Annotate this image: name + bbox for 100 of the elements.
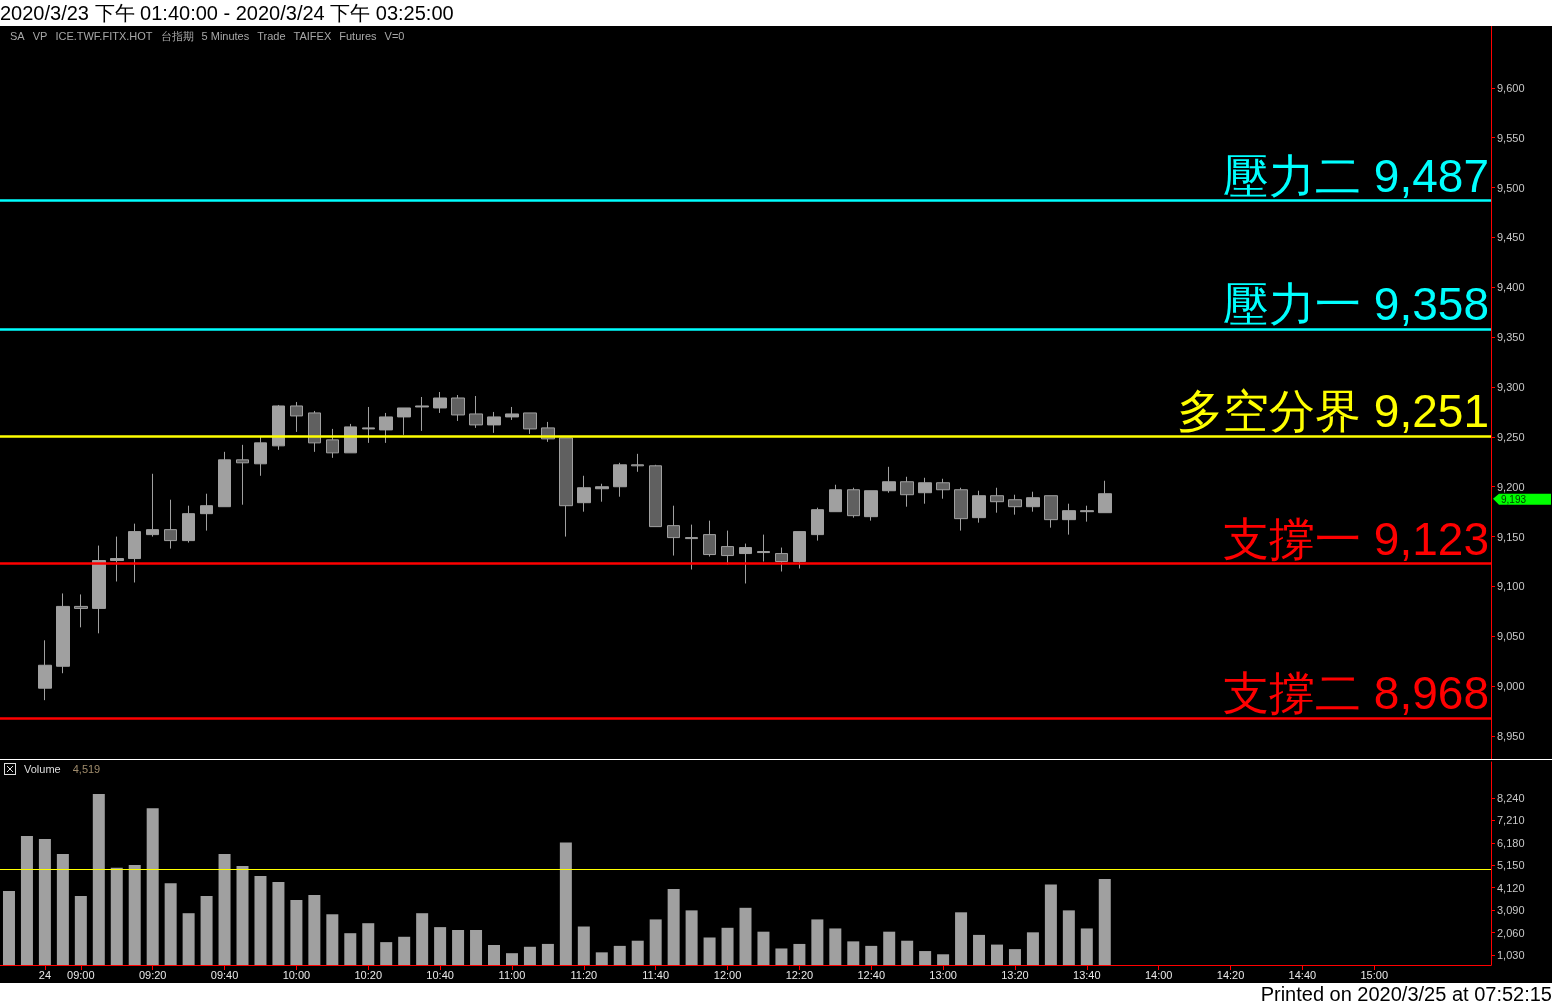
y-tick-label: 9,050: [1497, 630, 1525, 643]
y-tick-label: 9,100: [1497, 580, 1525, 593]
ref-line-label: 壓力一 9,358: [1223, 278, 1489, 331]
candlestick: [775, 547, 788, 573]
candlestick: [92, 545, 106, 634]
x-tick-label: 10:00: [282, 968, 311, 981]
x-tick-label: 11:40: [642, 968, 670, 981]
candlestick: [918, 477, 932, 505]
x-tick-label: 24: [38, 968, 52, 981]
candlestick: [703, 520, 716, 558]
y-tick-label: 9,250: [1497, 430, 1525, 443]
candlestick: [1062, 503, 1076, 536]
candlestick: [469, 395, 483, 429]
y-tick-label: 9,000: [1497, 680, 1525, 693]
candlestick: [523, 412, 537, 435]
candlestick: [505, 406, 519, 421]
candlestick: [74, 593, 88, 628]
y-tick-label: 9,150: [1497, 530, 1525, 543]
y-tick-label: 4,120: [1497, 881, 1525, 894]
y-tick-label: 9,200: [1497, 480, 1525, 493]
candlestick: [200, 493, 213, 532]
x-tick-label: 09:00: [67, 968, 95, 981]
candlestick: [667, 505, 680, 557]
annotation: VP: [32, 30, 48, 42]
y-tick-label: 8,950: [1497, 730, 1525, 743]
x-tick-label: 13:20: [1001, 968, 1029, 981]
y-tick-label: 9,450: [1497, 231, 1525, 244]
x-tick-label: 09:40: [210, 968, 239, 981]
candlestick: [649, 464, 662, 528]
y-tick-label: 8,240: [1497, 791, 1525, 804]
y-tick-label: 9,500: [1497, 181, 1525, 194]
annotation: SA: [10, 30, 25, 42]
x-tick-label: 15:00: [1360, 968, 1388, 981]
candlestick: [38, 639, 52, 701]
candlestick: [757, 534, 770, 563]
candlestick: [577, 475, 591, 513]
candlestick: [739, 543, 752, 584]
x-tick-label: 12:00: [713, 968, 742, 981]
y-tick-label: 9,400: [1497, 281, 1525, 294]
candlestick: [290, 401, 303, 433]
candlestick: [936, 478, 950, 500]
x-tick-label: 10:40: [426, 968, 454, 981]
candlestick: [847, 487, 860, 519]
candlestick: [254, 436, 267, 477]
candlestick: [308, 410, 321, 453]
y-tick-label: 2,060: [1497, 926, 1525, 939]
candlestick: [1044, 495, 1058, 529]
x-tick-label: 12:20: [785, 968, 814, 981]
annotation: 4,519: [72, 763, 101, 775]
candlestick: [128, 523, 141, 583]
candlestick: [272, 404, 285, 451]
y-tick-label: 7,210: [1497, 814, 1525, 827]
candlestick: [182, 505, 195, 544]
candlestick: [379, 412, 393, 444]
x-tick-label: 14:40: [1288, 968, 1317, 981]
candlestick: [110, 536, 124, 582]
candlestick: [451, 394, 465, 422]
x-tick-label: 12:40: [857, 968, 886, 981]
candlestick: [1008, 494, 1022, 516]
candlestick: [972, 490, 986, 524]
candlestick: [433, 391, 447, 414]
x-tick-label: 13:40: [1073, 968, 1101, 981]
annotation: Trade: [257, 30, 286, 42]
annotation: TAIFEX: [293, 30, 332, 42]
candlestick: [164, 499, 177, 550]
candlestick: [631, 453, 644, 473]
candlestick: [326, 428, 339, 459]
candlestick: [236, 444, 249, 506]
y-tick-label: 5,150: [1497, 859, 1525, 872]
chart-title: Volume: [24, 763, 61, 775]
candlestick: [415, 396, 429, 432]
y-tick-label: 9,550: [1497, 131, 1525, 144]
x-tick-label: 14:00: [1144, 968, 1173, 981]
chart-title: 2020/3/23 下午 01:40:00 - 2020/3/24 下午 03:25:00: [0, 1, 454, 26]
annotation: ICE.TWF.FITX.HOT: [55, 30, 153, 42]
candlestick: [397, 407, 411, 436]
x-tick-label: 14:20: [1216, 968, 1245, 981]
ref-line-label: 支撐二 8,968: [1223, 667, 1489, 720]
annotation: 5 Minutes: [201, 30, 250, 42]
x-tick-label: 11:00: [498, 968, 526, 981]
candlestick: [1026, 491, 1040, 513]
annotation: 台指期: [160, 30, 194, 42]
y-tick-label: 9,350: [1497, 331, 1525, 344]
ref-line-label: 多空分界 9,251: [1177, 384, 1489, 437]
candlestick: [811, 507, 824, 542]
y-tick-label: 9,300: [1497, 381, 1525, 394]
y-tick-label: 9,600: [1497, 81, 1525, 94]
candlestick: [829, 484, 842, 513]
candlestick: [559, 437, 573, 538]
annotation: V=0: [384, 30, 405, 42]
candlestick: [1080, 505, 1094, 523]
y-tick-label: 3,090: [1497, 904, 1525, 917]
candlestick: [487, 411, 501, 434]
candlestick: [362, 406, 375, 444]
candlestick: [990, 487, 1004, 514]
text: 9,193: [1501, 494, 1527, 506]
x-tick-label: 09:20: [138, 968, 167, 981]
candlestick: [954, 487, 968, 532]
x-tick-label: 10:20: [354, 968, 383, 981]
candlestick: [613, 462, 627, 498]
